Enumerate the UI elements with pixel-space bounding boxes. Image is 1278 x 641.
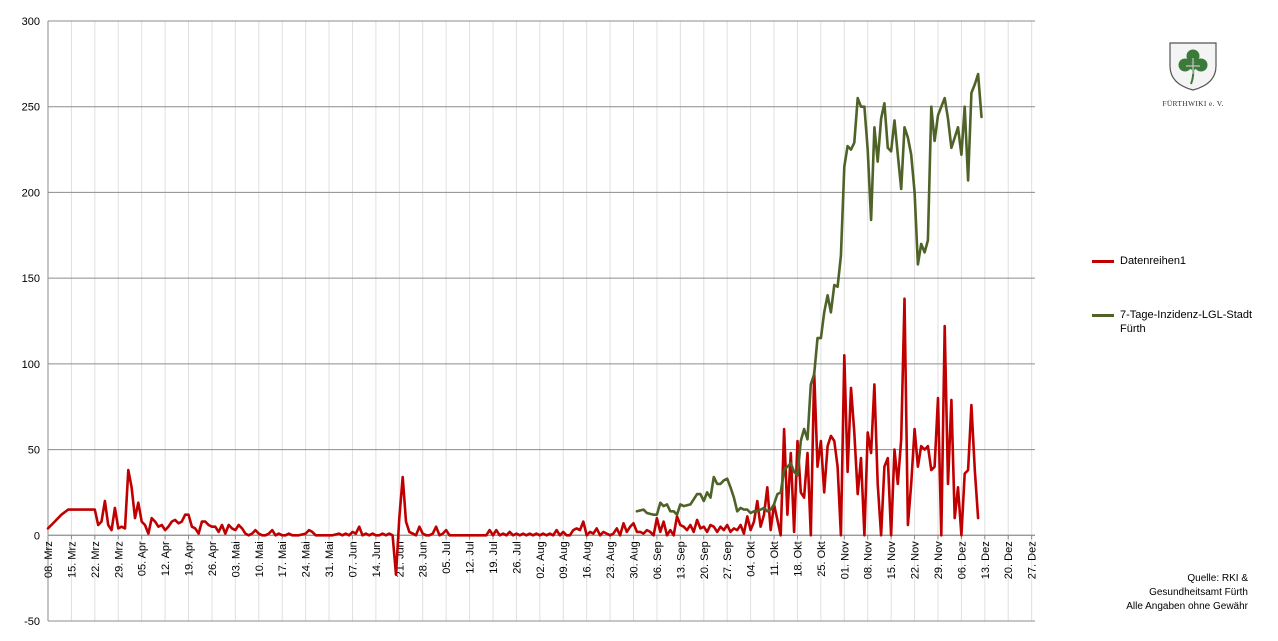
y-tick-label: 50	[28, 445, 40, 457]
x-tick-label: 08. Nov	[863, 541, 875, 579]
x-tick-label: 16. Aug	[582, 541, 594, 578]
source-note: Quelle: RKI & Gesundheitsamt Fürth Alle …	[1126, 572, 1248, 614]
x-tick-label: 17. Mai	[277, 541, 289, 577]
x-tick-label: 10. Mai	[254, 541, 266, 577]
x-tick-label: 26. Jul	[511, 541, 523, 573]
x-tick-label: 01. Nov	[839, 541, 851, 579]
x-tick-label: 29. Mrz	[113, 541, 125, 578]
x-tick-label: 20. Dez	[1003, 541, 1015, 579]
x-tick-label: 25. Okt	[816, 541, 828, 576]
x-tick-label: 31. Mai	[324, 541, 336, 577]
x-tick-label: 13. Dez	[980, 541, 992, 579]
x-tick-label: 02. Aug	[535, 541, 547, 578]
logo-text: FÜRTHWIKI e. V.	[1162, 99, 1224, 108]
vertical-gridlines	[47, 21, 1033, 621]
x-tick-label: 23. Aug	[605, 541, 617, 578]
legend-item-inzidenz: 7-Tage-Inzidenz-LGL-Stadt Fürth	[1092, 308, 1272, 336]
legend-swatch-green	[1092, 314, 1114, 317]
x-tick-label: 18. Okt	[792, 541, 804, 576]
y-tick-label: 150	[22, 273, 40, 285]
x-tick-label: 30. Aug	[629, 541, 641, 578]
series-line-inzidenz	[635, 72, 983, 517]
x-tick-label: 27. Sep	[722, 541, 734, 579]
y-tick-label: 250	[22, 102, 40, 114]
x-tick-label: 14. Jun	[371, 541, 383, 577]
x-tick-label: 28. Jun	[418, 541, 430, 577]
x-tick-label: 12. Apr	[160, 541, 172, 576]
legend: Datenreihen1 7-Tage-Inzidenz-LGL-Stadt F…	[1092, 254, 1272, 336]
x-tick-label: 05. Jul	[441, 541, 453, 573]
x-tick-label: 06. Dez	[956, 541, 968, 579]
x-tick-label: 24. Mai	[301, 541, 313, 577]
x-tick-label: 22. Nov	[910, 541, 922, 579]
y-tick-label: 300	[22, 16, 40, 28]
legend-label: Datenreihen1	[1120, 255, 1187, 267]
x-tick-label: 15. Mrz	[66, 541, 78, 578]
x-tick-label: 22. Mrz	[90, 541, 102, 578]
y-tick-label: 0	[34, 530, 40, 542]
x-tick-label: 29. Nov	[933, 541, 945, 579]
legend-label: 7-Tage-Inzidenz-LGL-Stadt Fürth	[1120, 309, 1253, 335]
fuerthwiki-logo: FÜRTHWIKI e. V.	[1158, 40, 1228, 108]
x-tick-label: 19. Apr	[184, 541, 196, 576]
x-tick-label: 05. Apr	[137, 541, 149, 576]
x-tick-label: 04. Okt	[746, 541, 758, 576]
x-tick-label: 12. Jul	[465, 541, 477, 573]
source-line: Gesundheitsamt Fürth	[1149, 587, 1248, 598]
y-axis-tick-labels: -50 0 50 100 150 200 250 300	[22, 16, 40, 628]
y-tick-label: 200	[22, 187, 40, 199]
x-tick-label: 15. Nov	[886, 541, 898, 579]
source-line: Alle Angaben ohne Gewähr	[1126, 601, 1248, 612]
source-line: Quelle: RKI &	[1187, 573, 1248, 584]
cloverleaf-shield-icon	[1169, 42, 1217, 91]
x-tick-label: 08. Mrz	[43, 541, 55, 578]
x-tick-label: 19. Jul	[488, 541, 500, 573]
legend-item-datenreihen1: Datenreihen1	[1092, 254, 1272, 268]
y-tick-label: 100	[22, 359, 40, 371]
series-lines	[46, 72, 983, 577]
y-tick-label: -50	[24, 616, 40, 628]
x-tick-label: 06. Sep	[652, 541, 664, 579]
x-tick-label: 13. Sep	[675, 541, 687, 579]
x-tick-label: 07. Jun	[347, 541, 359, 577]
x-tick-label: 09. Aug	[558, 541, 570, 578]
x-tick-label: 20. Sep	[699, 541, 711, 579]
x-tick-label: 27. Dez	[1027, 541, 1039, 579]
x-tick-label: 03. Mai	[230, 541, 242, 577]
legend-swatch-red	[1092, 260, 1114, 263]
x-axis-tick-labels: 08. Mrz 15. Mrz 22. Mrz 29. Mrz 05. Apr 12. A…	[43, 535, 1039, 579]
x-tick-label: 11. Okt	[769, 541, 781, 576]
x-tick-label: 26. Apr	[207, 541, 219, 576]
series-line-datenreihen1	[46, 297, 980, 577]
